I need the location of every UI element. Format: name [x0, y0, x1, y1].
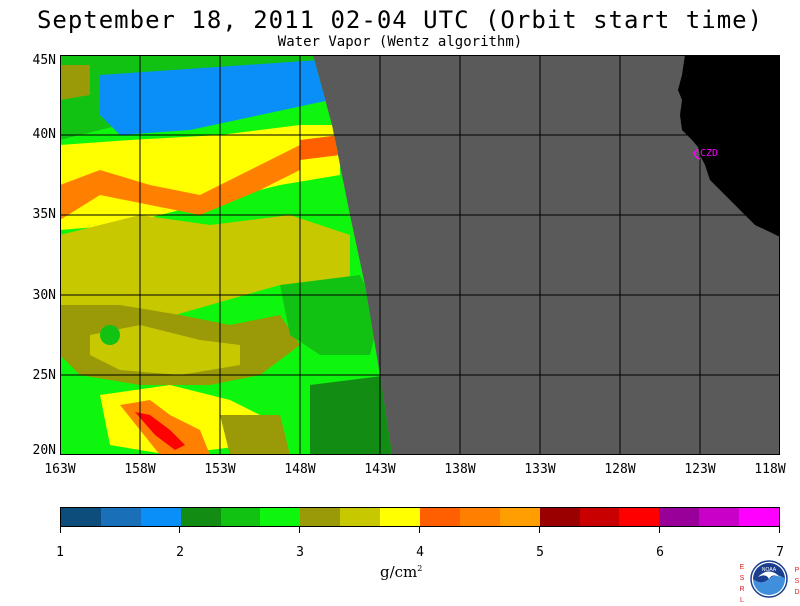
station-label: CZD	[700, 148, 718, 159]
colorbar-swatch	[140, 508, 181, 526]
colorbar-units: g/cm2	[380, 563, 422, 581]
colorbar-swatch	[260, 508, 301, 526]
colorbar-swatch	[539, 508, 580, 526]
logo-letter: S	[739, 575, 745, 582]
colorbar-swatch	[499, 508, 540, 526]
lat-label-30n: 30N	[32, 288, 56, 303]
lon-label-123w: 123W	[684, 462, 716, 477]
logo-letter: E	[739, 564, 745, 571]
logo-letter: L	[740, 597, 744, 604]
colorbar-swatch	[579, 508, 620, 526]
map-title: September 18, 2011 02-04 UTC (Orbit star…	[36, 6, 764, 34]
lon-label-143w: 143W	[364, 462, 396, 477]
water-vapor-map: CZD	[60, 55, 780, 455]
colorbar-label-5: 5	[536, 545, 544, 560]
colorbar-label-4: 4	[416, 545, 424, 560]
noaa-logo-text: NOAA	[762, 567, 777, 573]
colorbar-tick	[539, 527, 540, 533]
lon-label-133w: 133W	[524, 462, 556, 477]
logo-letter: D	[794, 589, 800, 596]
noaa-logo-icon: NOAA	[750, 560, 788, 598]
colorbar-tick	[179, 527, 180, 533]
colorbar-swatch	[380, 508, 421, 526]
colorbar-swatch	[659, 508, 700, 526]
lon-label-148w: 148W	[284, 462, 316, 477]
colorbar-label-1: 1	[56, 545, 64, 560]
colorbar-swatch	[180, 508, 221, 526]
units-text: g/cm	[380, 563, 418, 581]
colorbar-tick	[659, 527, 660, 533]
colorbar-tick	[419, 527, 420, 533]
colorbar-label-2: 2	[176, 545, 184, 560]
lat-label-35n: 35N	[32, 207, 56, 222]
colorbar	[60, 507, 780, 527]
lon-label-128w: 128W	[604, 462, 636, 477]
colorbar-swatch	[100, 508, 141, 526]
colorbar-tick	[779, 527, 780, 533]
colorbar-tick	[299, 527, 300, 533]
colorbar-label-6: 6	[656, 545, 664, 560]
map-subtitle: Water Vapor (Wentz algorithm)	[277, 34, 523, 50]
lon-label-158w: 158W	[124, 462, 156, 477]
colorbar-swatch	[619, 508, 660, 526]
logo-letter: P	[794, 567, 800, 574]
units-superscript: 2	[417, 564, 423, 573]
lon-label-153w: 153W	[204, 462, 236, 477]
colorbar-swatch	[739, 508, 780, 526]
colorbar-label-3: 3	[296, 545, 304, 560]
lat-lon-grid	[60, 55, 780, 455]
colorbar-swatch	[220, 508, 261, 526]
lon-label-138w: 138W	[444, 462, 476, 477]
colorbar-tick	[60, 527, 61, 533]
lon-label-163w: 163W	[44, 462, 76, 477]
station-marker: CZD	[693, 148, 718, 160]
colorbar-swatch	[699, 508, 740, 526]
lon-label-118w: 118W	[754, 462, 786, 477]
lat-label-40n: 40N	[32, 127, 56, 142]
colorbar-swatch	[340, 508, 381, 526]
logo-letter: S	[794, 578, 800, 585]
colorbar-swatch	[300, 508, 341, 526]
colorbar-swatch	[420, 508, 460, 526]
esrl-letters: E S R L	[738, 562, 746, 606]
logo-letter: R	[739, 586, 745, 593]
lat-label-20n: 20N	[32, 443, 56, 458]
colorbar-swatch	[459, 508, 500, 526]
colorbar-label-7: 7	[776, 545, 784, 560]
lat-label-25n: 25N	[32, 368, 56, 383]
lat-label-45n: 45N	[32, 53, 56, 68]
california-coast-land	[678, 55, 780, 237]
colorbar-swatch	[61, 508, 101, 526]
psd-letters: P S D	[793, 565, 800, 598]
